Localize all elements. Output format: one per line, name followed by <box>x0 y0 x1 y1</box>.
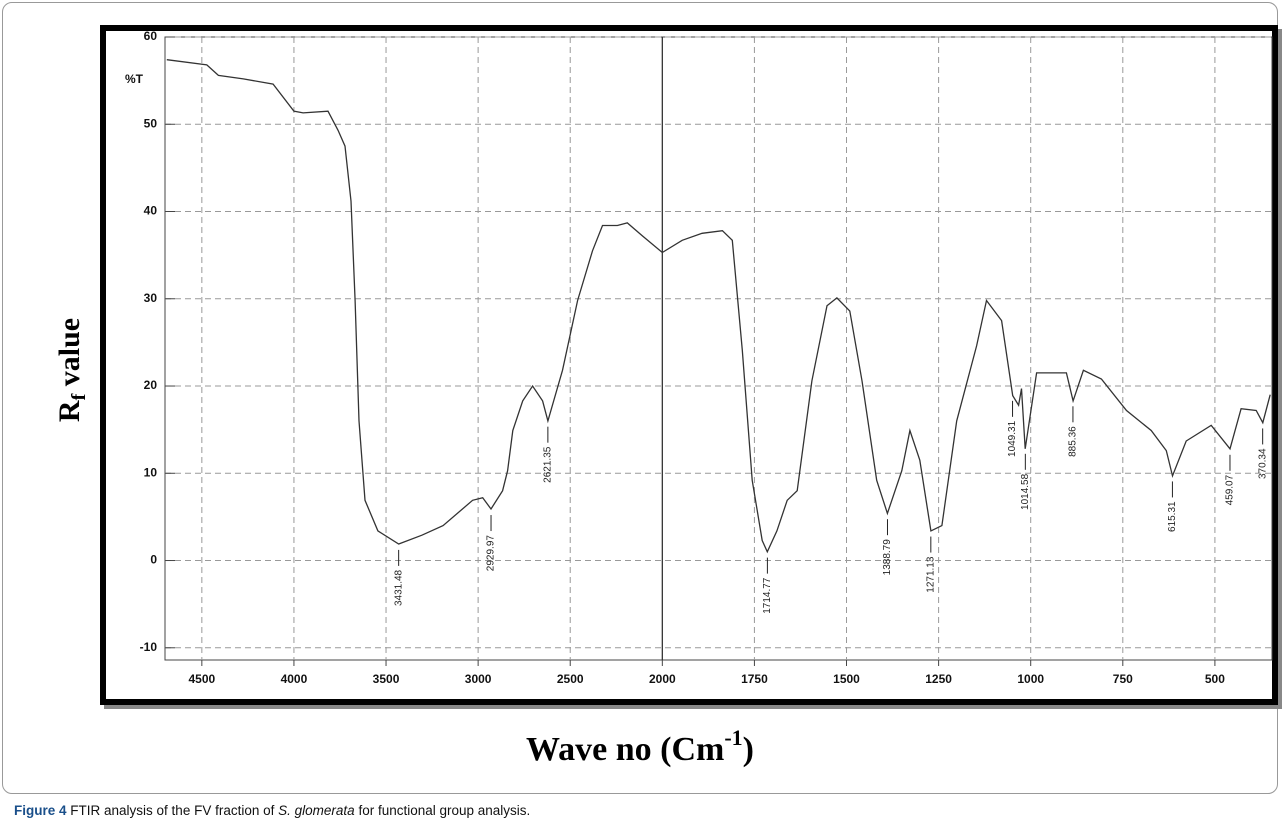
y-unit: %T <box>125 72 144 86</box>
y-label-sub: f <box>68 393 90 400</box>
caption-rest: for functional group analysis. <box>358 803 531 818</box>
x-tick-label: 1250 <box>925 672 952 686</box>
y-tick-label: 50 <box>144 116 158 130</box>
chart: 60 50 40 30 20 10 0 -10 4500 4000 3500 3000 2500 2000… <box>53 25 1282 768</box>
spectrum-line <box>166 59 1271 554</box>
peak-label: 1014.58 <box>1020 473 1031 510</box>
x-label-rest: ) <box>743 731 754 768</box>
x-tick-label: 2500 <box>557 672 584 686</box>
x-tick-label: 3000 <box>465 672 492 686</box>
peak-label: 3431.48 <box>393 569 404 606</box>
x-label-main: Wave no (Cm <box>526 731 724 768</box>
x-tick-label: 1750 <box>741 672 768 686</box>
x-tick-label: 1000 <box>1017 672 1044 686</box>
caption: Figure 4 FTIR analysis of the FV fractio… <box>14 803 530 818</box>
x-tick-label: 750 <box>1113 672 1133 686</box>
caption-text: FTIR analysis of the FV fraction of <box>70 803 275 818</box>
peak-label: 1049.31 <box>1007 420 1018 457</box>
peak-label: 2621.35 <box>543 446 554 483</box>
y-tick-label: 10 <box>144 465 158 479</box>
y-tick-label: 60 <box>144 29 158 43</box>
x-tick-label: 4500 <box>188 672 215 686</box>
peak-label: 459.07 <box>1225 474 1236 505</box>
plot-background <box>106 31 1272 699</box>
y-tick-label: 40 <box>144 204 158 218</box>
peak-label: 885.36 <box>1068 426 1079 457</box>
y-axis-label: Rf value <box>53 318 90 422</box>
peak-label: 1388.79 <box>882 539 893 576</box>
y-tick-label: -10 <box>140 640 158 654</box>
x-tick-label: 500 <box>1205 672 1225 686</box>
x-tick-label: 3500 <box>373 672 400 686</box>
peak-label: 1271.13 <box>925 556 936 593</box>
y-label-rest: value <box>53 318 86 394</box>
y-tick-label: 30 <box>144 291 158 305</box>
x-axis-label: Wave no (Cm-1) <box>526 725 754 768</box>
x-tick-label: 2000 <box>649 672 676 686</box>
x-tick-label: 1500 <box>833 672 860 686</box>
peak-label: 2929.97 <box>486 535 497 572</box>
caption-label: Figure 4 <box>14 803 67 818</box>
peak-label: 1714.77 <box>762 577 773 614</box>
y-label-main: R <box>53 400 86 422</box>
y-tick-label: 0 <box>150 553 157 567</box>
x-label-sup: -1 <box>724 725 742 750</box>
x-tick-label: 4000 <box>281 672 308 686</box>
peak-label: 370.34 <box>1257 448 1268 479</box>
peak-label: 615.31 <box>1167 501 1178 532</box>
y-tick-label: 20 <box>144 378 158 392</box>
caption-species: S. glomerata <box>278 803 355 818</box>
